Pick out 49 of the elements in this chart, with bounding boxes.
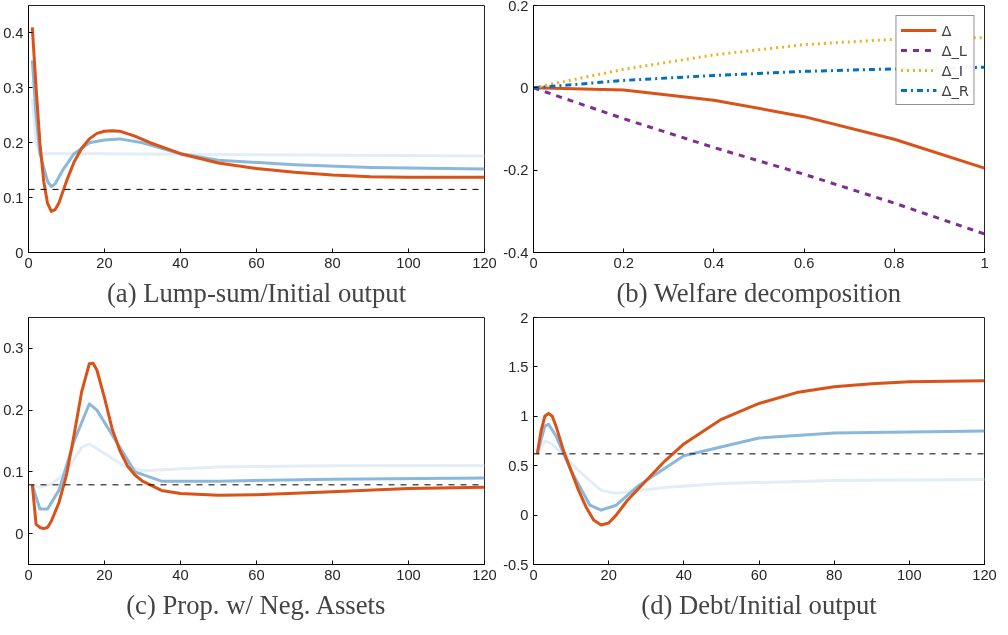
y-tick-label: -0.4 [503,244,529,261]
y-tick-label: -0.5 [503,556,529,573]
x-tick-label: 60 [248,254,265,271]
x-tick-label: 100 [396,254,421,271]
x-tick-label: 0.8 [884,254,905,271]
x-tick-label: 0.2 [613,254,634,271]
x-tick-label: 80 [324,254,341,271]
x-tick-label: 100 [396,566,421,583]
y-tick-label: 0.5 [508,457,529,474]
y-tick-label: 1 [520,408,529,425]
x-tick-label: 120 [472,566,497,583]
x-tick-label: 80 [324,566,341,583]
x-tick-label: 0.4 [703,254,725,271]
x-tick-label: 100 [897,566,922,583]
x-tick-label: 120 [972,566,997,583]
legend-label: Δ_I [941,61,964,79]
x-tick-label: 120 [472,254,497,271]
y-tick-label: 0.1 [3,463,24,480]
x-tick-label: 80 [826,566,843,583]
y-tick-label: 0 [15,525,24,542]
y-tick-label: 0.4 [3,24,24,41]
x-tick-label: 0.6 [793,254,815,271]
text: (b) Welfare decomposition [616,277,902,308]
x-tick-label: 40 [172,254,189,271]
text: (d) Debt/Initial output [641,589,878,620]
legend-label: Δ [941,21,953,39]
text: (c) Prop. w/ Neg. Assets [126,589,386,620]
y-tick-label: 0.2 [3,134,24,151]
legend-label: Δ_R [941,81,969,99]
x-tick-label: 60 [248,566,265,583]
y-tick-label: 0.2 [508,0,529,14]
y-tick-label: 0.1 [3,189,24,206]
x-tick-label: 20 [96,566,113,583]
x-tick-label: 60 [750,566,768,583]
y-tick-label: 0.3 [3,79,24,96]
y-tick-label: 1.5 [508,358,529,375]
x-tick-label: 40 [172,566,189,583]
y-tick-label: -0.2 [503,162,529,179]
x-tick-label: 1 [980,254,989,271]
y-tick-label: 0.2 [3,402,24,419]
y-tick-label: 0 [520,507,529,524]
legend-label: Δ_L [941,41,967,59]
x-tick-label: 40 [675,566,692,583]
x-tick-label: 20 [600,566,617,583]
x-tick-label: 20 [96,254,113,271]
y-tick-label: 2 [520,309,529,326]
y-tick-label: 0.3 [3,340,24,357]
text: (a) Lump-sum/Initial output [106,277,407,308]
y-tick-label: 0 [520,79,529,96]
